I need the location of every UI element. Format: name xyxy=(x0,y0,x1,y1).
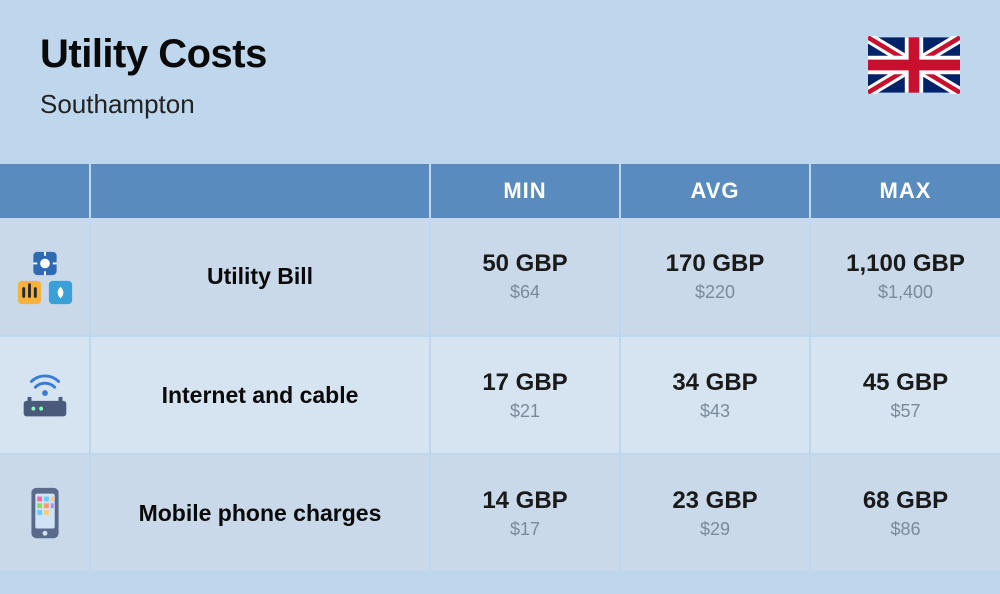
cell-max: 1,100 GBP $1,400 xyxy=(810,218,1000,336)
value-main: 17 GBP xyxy=(431,369,619,397)
value-main: 170 GBP xyxy=(621,250,809,278)
value-main: 45 GBP xyxy=(811,369,1000,397)
uk-flag-icon xyxy=(868,36,960,94)
router-icon xyxy=(14,364,76,426)
utility-icon xyxy=(14,246,76,308)
header-min: MIN xyxy=(430,164,620,218)
cell-min: 17 GBP $21 xyxy=(430,336,620,454)
row-icon-cell xyxy=(0,454,90,572)
header: Utility Costs Southampton xyxy=(0,0,1000,140)
value-main: 34 GBP xyxy=(621,369,809,397)
row-icon-cell xyxy=(0,218,90,336)
row-icon-cell xyxy=(0,336,90,454)
header-blank-2 xyxy=(90,164,430,218)
cell-min: 14 GBP $17 xyxy=(430,454,620,572)
cell-avg: 34 GBP $43 xyxy=(620,336,810,454)
header-avg: AVG xyxy=(620,164,810,218)
value-sub: $43 xyxy=(621,401,809,422)
value-sub: $21 xyxy=(431,401,619,422)
value-main: 50 GBP xyxy=(431,250,619,278)
table-row: Mobile phone charges 14 GBP $17 23 GBP $… xyxy=(0,454,1000,572)
value-sub: $29 xyxy=(621,519,809,540)
cell-max: 45 GBP $57 xyxy=(810,336,1000,454)
value-sub: $17 xyxy=(431,519,619,540)
table-row: Internet and cable 17 GBP $21 34 GBP $43… xyxy=(0,336,1000,454)
title-block: Utility Costs Southampton xyxy=(40,32,267,120)
cell-max: 68 GBP $86 xyxy=(810,454,1000,572)
value-main: 1,100 GBP xyxy=(811,250,1000,278)
header-blank-1 xyxy=(0,164,90,218)
value-sub: $57 xyxy=(811,401,1000,422)
row-label: Utility Bill xyxy=(90,218,430,336)
value-main: 68 GBP xyxy=(811,487,1000,515)
value-main: 23 GBP xyxy=(621,487,809,515)
cell-min: 50 GBP $64 xyxy=(430,218,620,336)
row-label: Internet and cable xyxy=(90,336,430,454)
value-sub: $220 xyxy=(621,282,809,303)
value-main: 14 GBP xyxy=(431,487,619,515)
value-sub: $1,400 xyxy=(811,282,1000,303)
table-row: Utility Bill 50 GBP $64 170 GBP $220 1,1… xyxy=(0,218,1000,336)
phone-icon xyxy=(14,482,76,544)
cell-avg: 23 GBP $29 xyxy=(620,454,810,572)
value-sub: $64 xyxy=(431,282,619,303)
table-header-row: MIN AVG MAX xyxy=(0,164,1000,218)
cell-avg: 170 GBP $220 xyxy=(620,218,810,336)
header-max: MAX xyxy=(810,164,1000,218)
page-title: Utility Costs xyxy=(40,32,267,77)
value-sub: $86 xyxy=(811,519,1000,540)
page-subtitle: Southampton xyxy=(40,89,267,120)
row-label: Mobile phone charges xyxy=(90,454,430,572)
cost-table: MIN AVG MAX Utility Bill 50 GBP $6 xyxy=(0,164,1000,573)
